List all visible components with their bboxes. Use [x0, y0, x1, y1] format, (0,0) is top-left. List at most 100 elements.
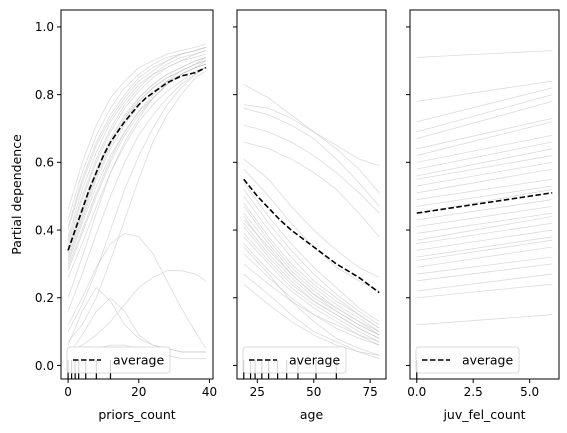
- ice-curve-4: [67, 63, 207, 271]
- ice-curve-1: [67, 50, 207, 244]
- ice-curve-9: [416, 168, 553, 194]
- ice-curve-12: [67, 43, 207, 210]
- y-axis-label: Partial dependence: [9, 134, 24, 255]
- ice-curve-14: [243, 219, 380, 336]
- ice-curve-21: [416, 246, 553, 268]
- ice-curve-24: [416, 273, 553, 292]
- x-tick-label: 0.0: [407, 385, 426, 399]
- y-tick-label: 0.6: [35, 156, 54, 170]
- panel-age: average 25 50 75 age: [233, 9, 387, 422]
- ice-curve-19: [67, 67, 207, 332]
- axes-frame: [60, 9, 214, 380]
- x-tick-label: 2.5: [464, 385, 483, 399]
- panel-priors-count: average 0 20 40 0.0 0.2 0.4 0.6 0.8 1.0 priors_cou…: [9, 9, 217, 422]
- ice-curve-5: [67, 57, 207, 248]
- legend-box: [66, 346, 171, 374]
- y-tick-label: 0.8: [35, 88, 54, 102]
- ice-curve-18: [416, 229, 553, 251]
- ice-curve-10: [416, 178, 553, 200]
- ice-curve-18: [243, 124, 380, 214]
- legend-label: average: [289, 353, 340, 368]
- x-tick-label: 0: [64, 385, 72, 399]
- ice-curve-11: [416, 185, 553, 207]
- ice-curve-7: [67, 50, 207, 237]
- ice-curve-17: [67, 46, 207, 227]
- legend: average: [66, 346, 171, 374]
- ice-curve-9: [243, 206, 380, 332]
- ice-curve-11: [67, 53, 207, 241]
- ice-curve-2: [416, 94, 553, 133]
- ice-curve-19: [243, 141, 380, 238]
- ice-curve-26: [416, 314, 553, 326]
- ice-curve-3: [243, 189, 380, 326]
- ice-curve-5: [416, 134, 553, 163]
- ice-curve-16: [67, 57, 207, 251]
- ice-curve-29: [416, 148, 553, 177]
- axes-frame: [409, 9, 560, 380]
- ice-curve-28: [416, 117, 553, 150]
- ice-curve-23: [67, 297, 206, 356]
- ice-curve-16: [416, 216, 553, 241]
- x-axis-label: age: [300, 407, 324, 422]
- panel-juv-fel-count: average 0.0 2.5 5.0 juv_fel_count: [406, 9, 560, 422]
- ice-curve-8: [416, 161, 553, 187]
- ice-curve-12: [416, 189, 553, 214]
- legend-box: [242, 346, 347, 374]
- ice-curve-27: [416, 80, 553, 102]
- ice-curve-12: [243, 233, 380, 339]
- ice-curve-15: [67, 70, 207, 343]
- y-tick-label: 0.0: [35, 359, 54, 373]
- legend-label: average: [113, 353, 164, 368]
- average-line: [67, 66, 207, 251]
- ice-curve-22: [67, 286, 206, 353]
- average-line: [243, 178, 380, 294]
- ice-curve-4: [243, 236, 380, 343]
- ice-curve-22: [243, 246, 380, 356]
- ice-curve-15: [416, 212, 553, 234]
- ice-curve-20: [67, 270, 207, 353]
- ice-curve-6: [243, 195, 380, 329]
- ice-curve-17: [243, 104, 380, 167]
- y-tick-label: 1.0: [35, 20, 54, 34]
- ice-curve-24: [243, 283, 380, 360]
- y-tick-label: 0.4: [35, 223, 54, 237]
- ice-curve-14: [67, 67, 207, 312]
- ice-curve-13: [416, 199, 553, 221]
- average-line: [416, 192, 553, 214]
- ice-curve-22: [416, 256, 553, 275]
- ice-curve-15: [243, 107, 380, 207]
- ice-curve-13: [243, 263, 380, 346]
- ice-curve-6: [416, 141, 553, 170]
- ice-curve-4: [416, 121, 553, 156]
- legend: average: [415, 346, 520, 374]
- x-tick-label: 50: [306, 385, 321, 399]
- legend-box: [415, 346, 520, 374]
- axes-frame: [236, 9, 387, 380]
- legend-label: average: [462, 353, 513, 368]
- ice-curve-20: [416, 239, 553, 261]
- ice-curve-17: [416, 222, 553, 244]
- y-tick-label: 0.2: [35, 291, 54, 305]
- ice-curve-19: [416, 236, 553, 258]
- ice-curve-16: [243, 84, 380, 194]
- x-tick-label: 20: [131, 385, 146, 399]
- x-tick-label: 75: [363, 385, 378, 399]
- ice-curve-8: [243, 223, 380, 336]
- x-tick-label: 40: [202, 385, 217, 399]
- x-axis-label: priors_count: [98, 407, 175, 422]
- ice-curve-25: [416, 283, 553, 299]
- ice-curve-1: [416, 87, 553, 123]
- x-tick-label: 5.0: [520, 385, 539, 399]
- ice-curve-18: [67, 63, 207, 298]
- ice-curve-11: [243, 182, 380, 322]
- ice-curve-21: [67, 232, 207, 349]
- ice-curve-7: [416, 155, 553, 180]
- ice-curve-0: [416, 50, 553, 58]
- ice-curve-3: [416, 101, 553, 140]
- x-tick-label: 25: [250, 385, 265, 399]
- ice-curve-13: [67, 60, 207, 268]
- ice-curve-8: [67, 67, 207, 278]
- ice-curve-23: [416, 263, 553, 282]
- ice-curve-20: [243, 158, 380, 278]
